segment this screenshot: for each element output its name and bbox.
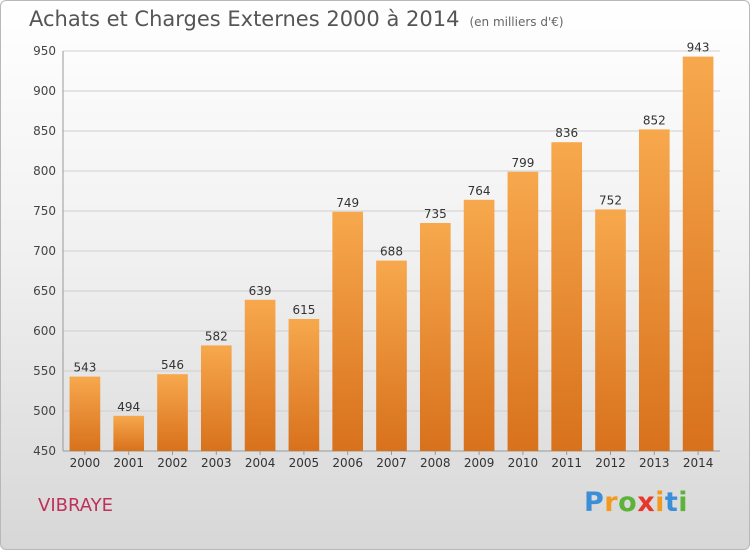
x-tick-label: 2003 — [201, 456, 232, 470]
bar-value-label: 543 — [73, 361, 96, 375]
x-tick-label: 2014 — [683, 456, 714, 470]
chart-title: Achats et Charges Externes 2000 à 2014 (e… — [29, 7, 564, 31]
bar — [419, 223, 451, 451]
x-tick-label: 2012 — [595, 456, 626, 470]
x-tick-labels: 2000 2001 2002 2003 2004 2005 2006 2007 2008 2009… — [70, 456, 714, 470]
x-tick-label: 2006 — [332, 456, 363, 470]
bar — [200, 345, 232, 451]
x-tick-label: 2008 — [420, 456, 451, 470]
y-tick-label: 450 — [33, 444, 56, 458]
logo-letter: P — [584, 487, 605, 518]
bar — [332, 211, 364, 451]
bar-value-label: 494 — [117, 400, 140, 414]
bar — [69, 376, 101, 451]
x-tick-label: 2004 — [245, 456, 276, 470]
logo-letter: r — [604, 487, 619, 518]
bars — [69, 56, 714, 452]
logo-letter: i — [655, 487, 665, 518]
y-tick-label: 900 — [33, 84, 56, 98]
x-tick-label: 2005 — [289, 456, 320, 470]
x-tick-label: 2002 — [157, 456, 188, 470]
bar-value-label: 764 — [468, 184, 491, 198]
logo-letter: x — [637, 487, 656, 518]
x-tick-label: 2010 — [508, 456, 539, 470]
chart-title-text: Achats et Charges Externes 2000 à 2014 — [29, 7, 460, 31]
y-tick-label: 600 — [33, 324, 56, 338]
y-tick-label: 850 — [33, 124, 56, 138]
logo-letter: o — [618, 487, 638, 518]
x-tick-label: 2011 — [551, 456, 582, 470]
y-tick-label: 700 — [33, 244, 56, 258]
y-tick-label: 950 — [33, 44, 56, 58]
x-tick-label: 2009 — [464, 456, 495, 470]
y-tick-labels: 450 500 550 600 650 700 750 800 850 900 950 — [33, 44, 56, 458]
y-tick-label: 550 — [33, 364, 56, 378]
logo-letter: i — [678, 487, 689, 518]
bar — [595, 209, 626, 451]
bar — [157, 374, 188, 451]
bar — [638, 129, 670, 451]
bar-value-label: 688 — [380, 245, 403, 259]
bar — [244, 299, 276, 451]
y-tick-label: 800 — [33, 164, 56, 178]
chart-subtitle: (en milliers d'€) — [469, 15, 564, 29]
bar — [113, 415, 145, 451]
bar-value-label: 639 — [249, 284, 272, 298]
y-tick-label: 500 — [33, 404, 56, 418]
x-tick-label: 2000 — [70, 456, 101, 470]
bar — [551, 142, 583, 451]
x-tick-label: 2001 — [113, 456, 144, 470]
commune-name: VIBRAYE — [38, 495, 114, 516]
x-tick-label: 2013 — [639, 456, 670, 470]
bar — [288, 319, 320, 451]
bar-value-label: 749 — [336, 196, 359, 210]
bar-value-label: 836 — [555, 126, 578, 140]
bar-value-label: 615 — [292, 303, 315, 317]
y-tick-label: 650 — [33, 284, 56, 298]
logo-letter: t — [664, 487, 679, 518]
bar-value-label: 943 — [687, 41, 710, 55]
bar-value-label: 546 — [161, 358, 184, 372]
bar — [376, 260, 407, 451]
x-tick-label: 2007 — [376, 456, 407, 470]
data-labels: 543 494 546 582 639 615 749 688 735 764 799 836 752 8… — [73, 41, 709, 414]
bar-value-label: 799 — [511, 156, 534, 170]
bar-value-label: 752 — [599, 193, 622, 207]
bar-value-label: 735 — [424, 207, 447, 221]
bar — [463, 199, 495, 451]
proxiti-logo: Proxiti — [584, 487, 688, 518]
bar — [682, 56, 714, 451]
bar-value-label: 582 — [205, 329, 228, 343]
bar — [507, 171, 539, 452]
bar-value-label: 852 — [643, 113, 666, 127]
y-tick-label: 750 — [33, 204, 56, 218]
